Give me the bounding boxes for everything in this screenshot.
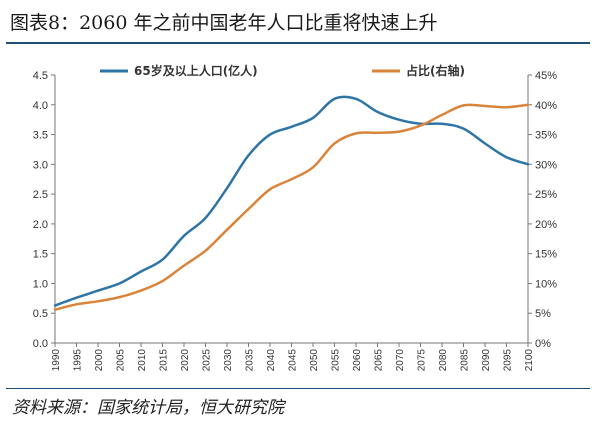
y-right-tick-label: 35% <box>535 130 557 142</box>
y-left-tick-label: 4.0 <box>33 100 48 112</box>
x-tick-label: 2075 <box>417 349 428 372</box>
x-tick-label: 2020 <box>180 349 191 372</box>
legend-label-population: 65岁及以上人口(亿人) <box>134 63 258 78</box>
x-tick-label: 2000 <box>94 349 105 372</box>
y-right-tick-label: 25% <box>535 189 557 201</box>
y-left-tick-label: 1.5 <box>33 249 48 261</box>
x-tick-label: 2045 <box>288 349 299 372</box>
y-left-tick-label: 3.0 <box>33 159 48 171</box>
x-tick-label: 2030 <box>223 349 234 372</box>
x-tick-label: 2040 <box>266 349 277 372</box>
x-tick-label: 2025 <box>202 349 213 372</box>
x-tick-label: 2100 <box>524 349 535 372</box>
x-tick-label: 2005 <box>116 349 127 372</box>
chart-title: 图表8：2060 年之前中国老年人口比重将快速上升 <box>10 12 438 34</box>
y-left-tick-label: 0.0 <box>33 338 48 350</box>
title-divider <box>6 42 590 44</box>
y-right-tick-label: 30% <box>535 159 557 171</box>
y-left-tick-label: 2.0 <box>33 219 48 231</box>
y-left-tick-label: 4.5 <box>33 70 48 82</box>
population-series-line <box>53 95 530 307</box>
x-tick-label: 2070 <box>395 349 406 372</box>
y-right-tick-label: 5% <box>535 308 551 320</box>
source-divider <box>6 388 590 389</box>
line-chart: 0.0 0.5 1.0 1.5 2.0 2.5 3.0 3.5 4.0 4.5 0% 5% 10% 15%… <box>33 63 558 371</box>
series-layer <box>53 95 530 311</box>
y-right-tick-label: 45% <box>535 70 557 82</box>
y-left-tick-label: 2.5 <box>33 189 48 201</box>
x-tick-label: 2050 <box>309 349 320 372</box>
share-series-line <box>53 103 530 311</box>
y-left-tick-label: 3.5 <box>33 130 48 142</box>
x-tick-label: 1990 <box>51 349 62 372</box>
chart-legend: 65岁及以上人口(亿人) 占比(右轴) <box>100 63 465 78</box>
x-tick-label: 2085 <box>460 349 471 372</box>
y-right-tick-label: 40% <box>535 100 557 112</box>
x-tick-label: 2060 <box>352 349 363 372</box>
y-right-tick-label: 0% <box>535 338 551 350</box>
y-left-tick-label: 0.5 <box>33 308 48 320</box>
x-tick-label: 2055 <box>331 349 342 372</box>
x-tick-label: 2095 <box>503 349 514 372</box>
x-tick-label: 2065 <box>374 349 385 372</box>
y-right-tick-label: 10% <box>535 278 557 290</box>
y-right-tick-label: 20% <box>535 219 557 231</box>
x-tick-label: 2035 <box>245 349 256 372</box>
y-right-tick-label: 15% <box>535 249 557 261</box>
x-tick-label: 2015 <box>159 349 170 372</box>
x-tick-label: 1995 <box>73 349 84 372</box>
chart-axes: 0.0 0.5 1.0 1.5 2.0 2.5 3.0 3.5 4.0 4.5 0% 5% 10% 15%… <box>33 70 558 371</box>
x-tick-label: 2080 <box>438 349 449 372</box>
legend-label-share: 占比(右轴) <box>406 63 465 78</box>
x-tick-label: 2010 <box>137 349 148 372</box>
source-note: 资料来源：国家统计局，恒大研究院 <box>12 398 284 418</box>
y-left-tick-label: 1.0 <box>33 278 48 290</box>
x-tick-label: 2090 <box>481 349 492 372</box>
